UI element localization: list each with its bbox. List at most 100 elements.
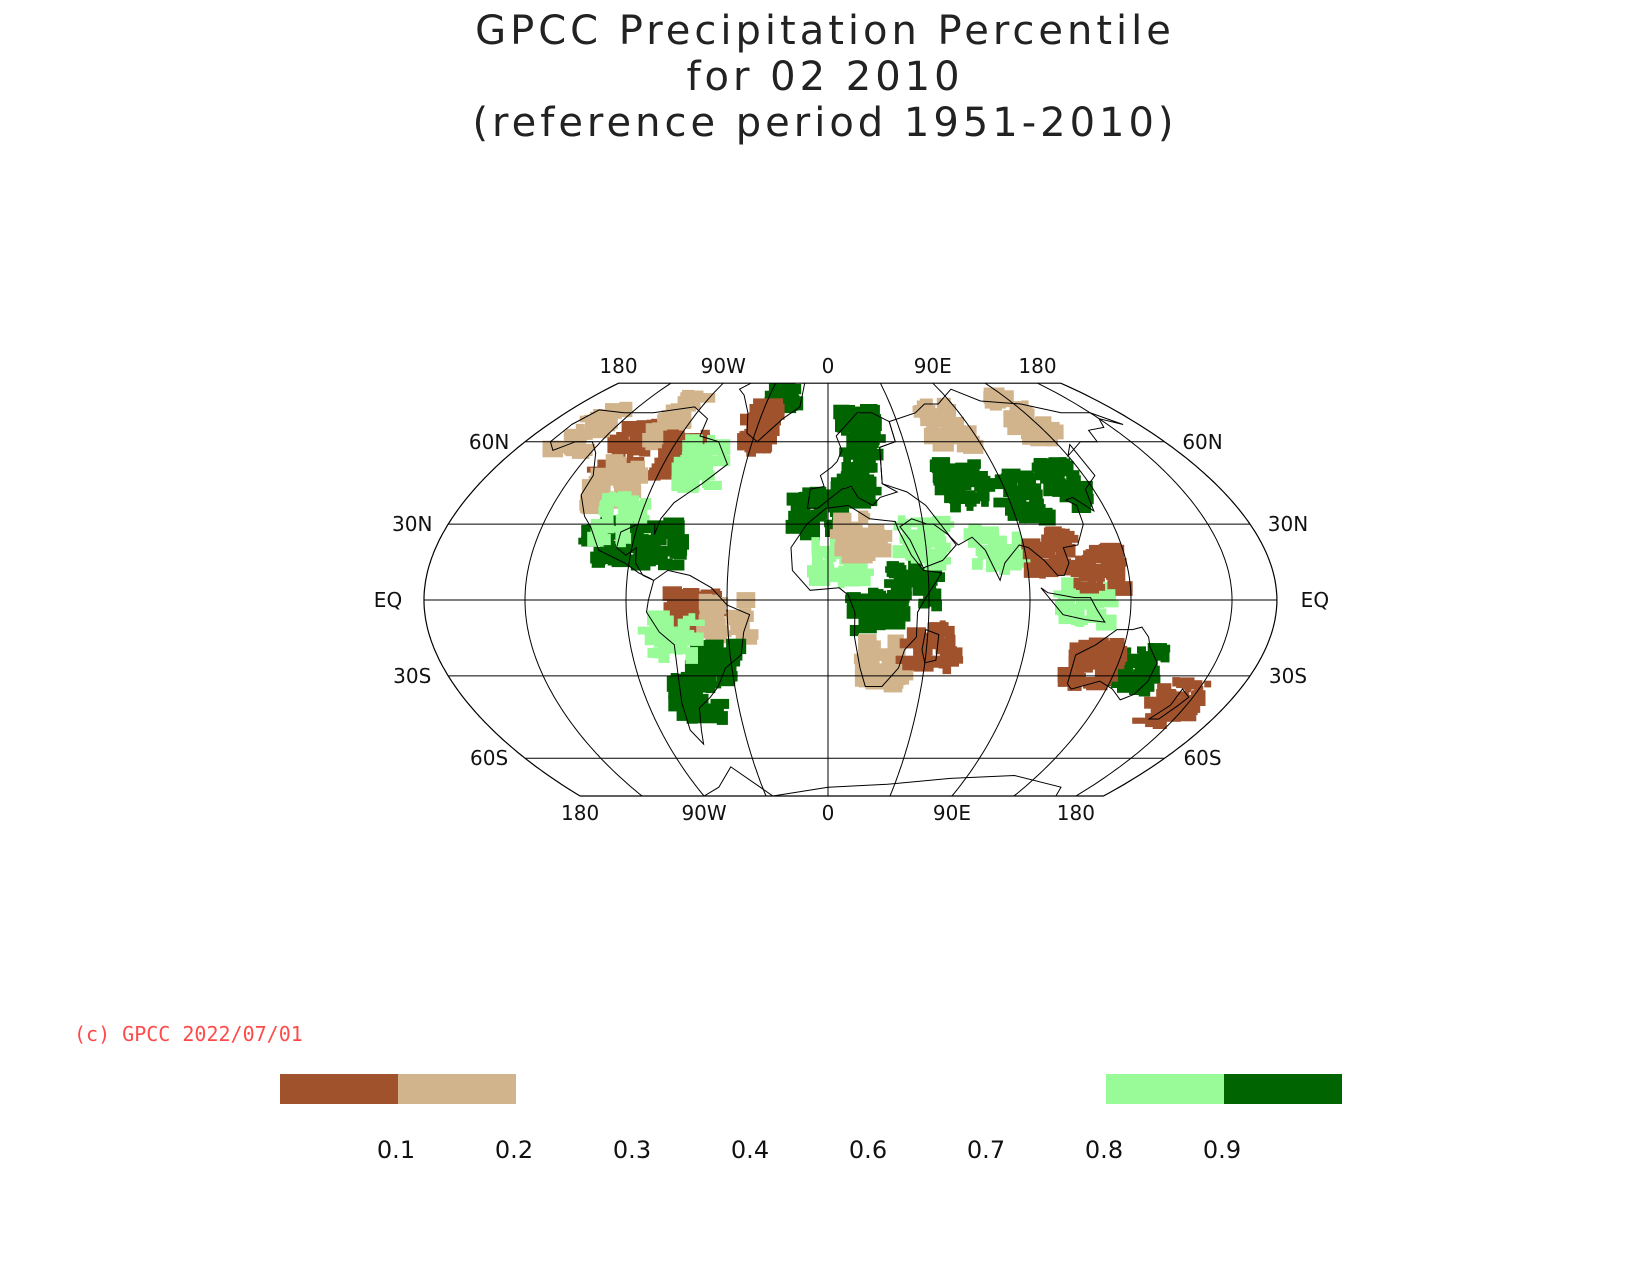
meridian-line	[524, 382, 672, 797]
precip-cell-india	[968, 540, 982, 548]
precip-cell-argentina	[690, 681, 703, 690]
lon-label-bottom: 180	[561, 801, 600, 825]
precip-cell-greenland-north	[784, 367, 805, 381]
meridian-line	[1037, 382, 1233, 797]
lat-label-left: EQ	[373, 588, 403, 612]
precip-cell-philippines	[1083, 569, 1104, 578]
precip-cell-europe	[872, 486, 882, 496]
precip-cell-southern-africa	[875, 670, 886, 683]
precip-cell-amazon	[694, 609, 703, 619]
precip-cell-caribbean	[636, 542, 644, 558]
precip-cell-alaska	[583, 414, 592, 422]
precip-cell-central-asia	[945, 465, 959, 472]
precip-cell-argentina	[707, 681, 722, 689]
precip-cell-china	[1000, 473, 1010, 482]
precip-cell-india	[995, 544, 1012, 556]
legend-tick-label: 0.2	[494, 1136, 534, 1164]
precip-cell-india	[977, 553, 994, 560]
precipitation-cells	[542, 357, 1212, 729]
precip-cell-madagascar	[932, 655, 943, 663]
precip-cell-sahel	[849, 568, 866, 575]
precip-cell-peru-bolivia	[685, 647, 698, 664]
precip-cell-central-asia	[933, 476, 952, 486]
coastline-south-america	[645, 569, 751, 746]
precip-cell-eastern-australia	[1117, 677, 1137, 693]
legend-swatch	[398, 1074, 516, 1104]
precip-cell-philippines	[1075, 581, 1096, 590]
precip-cell-greenland-south	[759, 405, 774, 422]
precip-cell-east-asia	[1046, 484, 1067, 492]
precip-cell-east-asia	[1027, 474, 1048, 481]
precip-cell-indonesia	[1101, 593, 1113, 602]
precip-cell-greenland-north	[780, 384, 802, 395]
precip-cell-northeast-brazil	[735, 610, 754, 622]
precip-cell-madagascar	[895, 655, 918, 664]
precip-cell-eastern-australia	[1121, 655, 1134, 673]
precip-cell-western-usa	[604, 474, 624, 486]
precip-cell-peru-bolivia	[678, 642, 688, 655]
precip-cell-arabia	[911, 542, 922, 552]
precip-cell-central-asia	[944, 487, 966, 496]
precip-cell-india	[975, 544, 993, 557]
precip-cell-philippines	[1083, 550, 1094, 557]
precip-cell-central-asia	[957, 465, 968, 476]
precip-cell-southeast-asia	[1033, 550, 1042, 568]
precip-cell-madagascar	[902, 662, 917, 671]
precip-cell-central-asia	[943, 480, 955, 488]
precip-cell-peru-bolivia	[688, 613, 696, 625]
precip-cell-east-africa	[884, 579, 903, 588]
precip-cell-siberia-west	[923, 427, 946, 445]
precip-cell-alaska	[571, 446, 590, 459]
precip-cell-peru-bolivia	[653, 618, 661, 633]
precip-cell-indonesia	[1074, 617, 1085, 627]
precip-cell-madagascar	[935, 637, 951, 655]
precip-cell-east-africa	[926, 574, 938, 586]
precip-cell-western-usa	[592, 492, 602, 500]
precip-cell-western-canada	[628, 440, 638, 447]
precip-cell-peru-bolivia	[682, 615, 690, 630]
coastline-indonesia	[1040, 587, 1106, 623]
precip-cell-greenland-north	[796, 359, 809, 375]
precip-cell-greenland-north	[781, 357, 800, 371]
precip-cell-hudson-bay-area	[700, 429, 710, 438]
precip-cell-caribbean	[658, 558, 673, 571]
lon-label-bottom: 0	[821, 801, 835, 825]
coastline-arabia	[899, 518, 957, 569]
lat-label-right: 30N	[1267, 512, 1309, 537]
precip-cell-sahel	[819, 572, 835, 579]
precip-cell-mexico	[578, 537, 590, 545]
legend-tick-label: 0.6	[848, 1136, 888, 1164]
precip-cell-china	[1020, 481, 1030, 492]
precip-cell-east-asia	[1052, 487, 1069, 497]
coastline-madagascar	[921, 628, 940, 664]
meridian-line	[625, 382, 724, 797]
legend-tick-label: 0.9	[1202, 1136, 1242, 1164]
lon-label-top: 180	[599, 354, 638, 379]
precip-cell-sahara	[864, 513, 871, 520]
precip-cell-peru-bolivia	[653, 635, 664, 647]
precip-cell-siberia-east	[983, 391, 1005, 403]
precip-cell-madagascar	[924, 655, 933, 672]
precip-cell-sahara	[860, 549, 870, 557]
precip-cell-sahara	[874, 535, 888, 547]
lat-label-right: 60N	[1182, 429, 1223, 454]
precip-cell-northern-canada	[685, 411, 692, 429]
precip-cell-western-australia	[1084, 647, 1095, 656]
precip-cell-china	[1018, 499, 1025, 514]
precip-cell-southern-usa	[601, 512, 614, 530]
precip-cell-central-asia	[953, 492, 967, 504]
precip-cell-new-zealand	[1132, 717, 1151, 724]
precip-cell-east-africa	[912, 580, 924, 596]
precip-cell-madagascar	[927, 622, 936, 633]
precip-cell-western-australia	[1094, 645, 1104, 659]
legend-swatch	[1106, 1074, 1224, 1104]
precip-cell-madagascar	[947, 653, 959, 667]
precip-cell-western-usa	[594, 469, 606, 483]
precip-cell-congo	[880, 595, 889, 604]
meridian-line	[932, 382, 1031, 797]
coastline-antarctica	[606, 766, 1062, 796]
precip-cell-northern-canada	[682, 389, 694, 402]
precip-cell-east-africa	[931, 600, 942, 612]
precip-cell-greenland-south	[767, 431, 776, 444]
